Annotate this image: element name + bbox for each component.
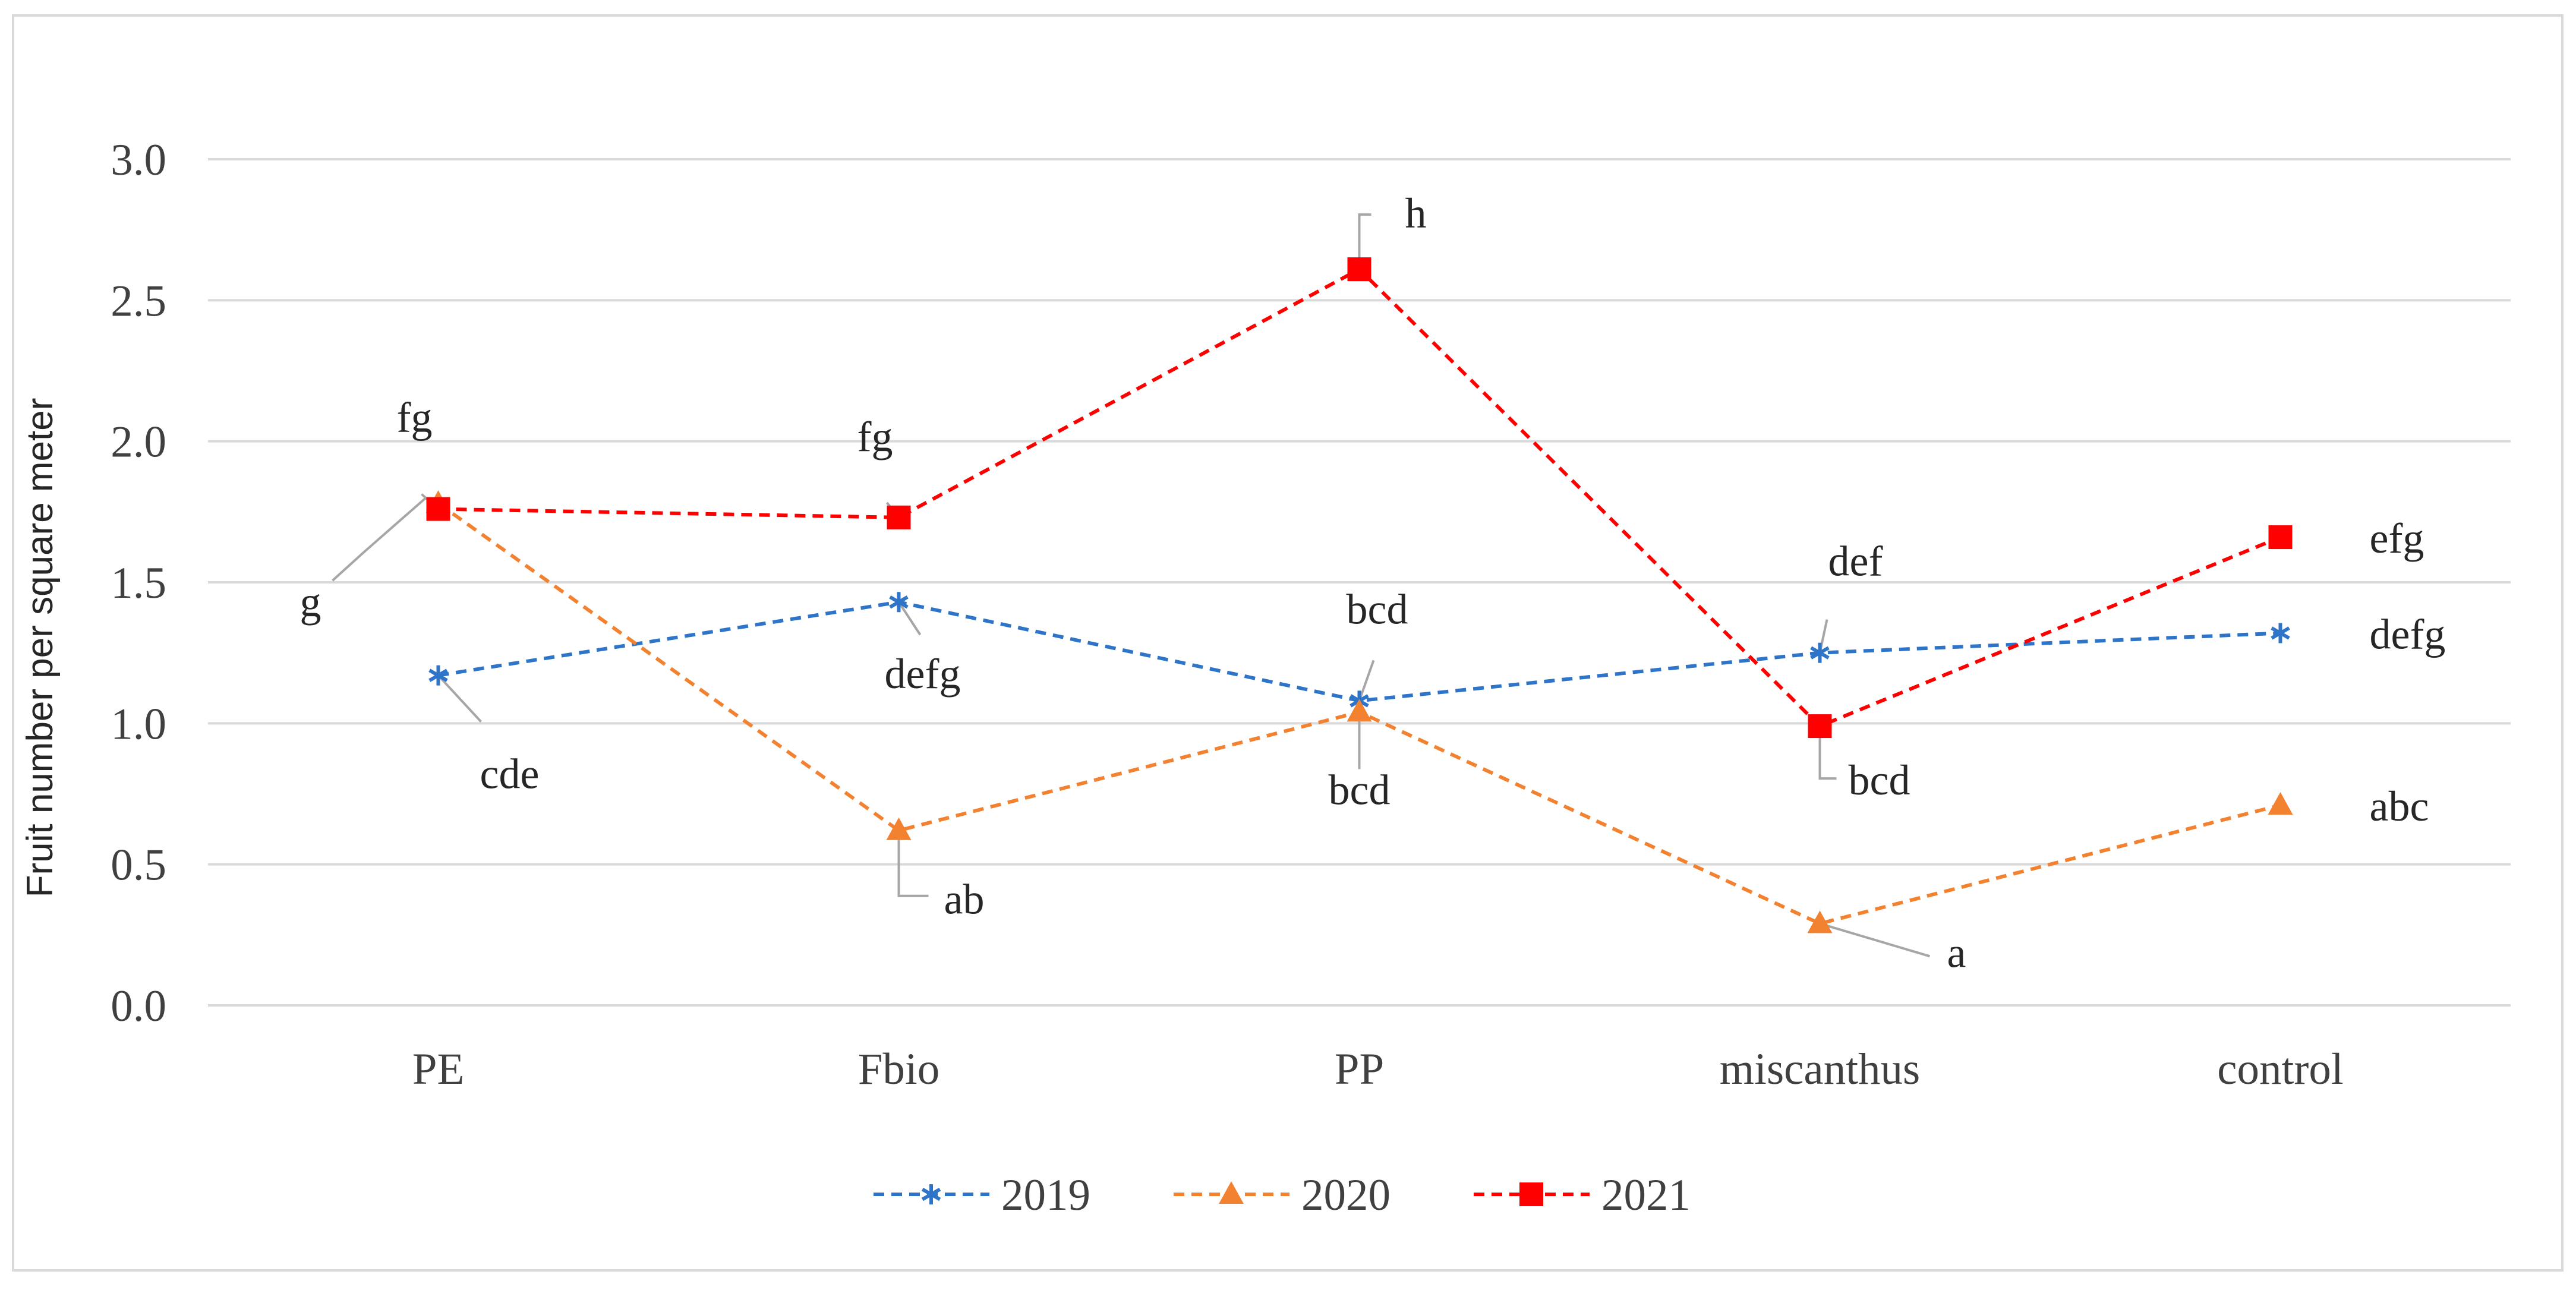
point-2021-0 bbox=[426, 497, 450, 521]
legend-marker-2020-shape bbox=[1219, 1181, 1244, 1204]
point-2020-3 bbox=[1807, 910, 1833, 933]
point-2020-4-shape bbox=[2268, 791, 2293, 815]
y-axis-title: Fruit number per square meter bbox=[20, 398, 61, 898]
annotation-leader-2020-3 bbox=[1819, 922, 1931, 958]
x-category-label-3: miscanthus bbox=[1720, 1045, 1920, 1094]
y-tick-label-3: 1.5 bbox=[111, 559, 166, 608]
point-2021-1-shape bbox=[887, 505, 911, 529]
point-2021-3-shape bbox=[1808, 714, 1832, 739]
point-2019-3-stroke-2 bbox=[1810, 646, 1830, 660]
y-tick-label-6: 3.0 bbox=[111, 135, 166, 185]
y-axis-ticks: 0.0 0.5 1.0 1.5 2.0 2.5 3.0 bbox=[111, 135, 166, 1031]
x-category-label-0: PE bbox=[412, 1045, 465, 1094]
annotation-2020-3: a bbox=[1947, 929, 1966, 976]
annotation-2019-3: def bbox=[1828, 538, 1883, 585]
annotation-2019-2: bcd bbox=[1347, 585, 1408, 633]
annotation-leader-2019-2 bbox=[1358, 660, 1375, 702]
annotation-2019-0: cde bbox=[480, 750, 540, 798]
point-2019-0-stroke-2 bbox=[428, 668, 448, 682]
legend-marker-2021-shape bbox=[1519, 1182, 1543, 1206]
point-2019-4-stroke-2 bbox=[2271, 626, 2290, 640]
x-category-label-4: control bbox=[2217, 1045, 2343, 1094]
annotation-leader-2019-0 bbox=[437, 674, 482, 723]
x-category-label-1: Fbio bbox=[858, 1045, 940, 1094]
point-2020-1 bbox=[886, 817, 912, 840]
legend-label-2020: 2020 bbox=[1301, 1171, 1391, 1220]
point-2021-4 bbox=[2268, 525, 2293, 550]
annotation-2021-3: bcd bbox=[1849, 756, 1910, 804]
annotation-leader-2020-1 bbox=[897, 830, 929, 897]
annotation-2019-1: defg bbox=[885, 650, 961, 698]
legend-item-2019: 2019 bbox=[874, 1171, 1090, 1220]
legend-item-2020: 2020 bbox=[1174, 1171, 1391, 1220]
legend-marker-2019-stroke-2 bbox=[921, 1187, 941, 1201]
legend-marker-2020 bbox=[1219, 1181, 1244, 1204]
x-category-label-2: PP bbox=[1335, 1045, 1384, 1094]
y-tick-label-2: 1.0 bbox=[111, 699, 166, 749]
data-annotations: cde defg bcd def defg g ab bcd a abc fg fg h bcd efg bbox=[300, 190, 2446, 976]
point-2021-4-shape bbox=[2268, 525, 2293, 550]
chart-border bbox=[12, 14, 2564, 1272]
y-tick-label-5: 2.5 bbox=[111, 276, 166, 326]
point-2020-2-shape bbox=[1347, 699, 1372, 722]
legend-item-2021: 2021 bbox=[1474, 1171, 1691, 1220]
point-2019-4 bbox=[2271, 623, 2290, 644]
point-2021-2 bbox=[1347, 257, 1371, 282]
annotation-leader-2021-2 bbox=[1358, 213, 1371, 270]
point-2019-0 bbox=[428, 665, 448, 686]
point-2021-2-shape bbox=[1347, 257, 1371, 282]
point-2020-1-shape bbox=[886, 817, 912, 840]
point-2020-3-shape bbox=[1807, 910, 1833, 933]
point-2021-3 bbox=[1808, 714, 1832, 739]
point-2021-0-shape bbox=[426, 497, 450, 521]
legend-label-2019: 2019 bbox=[1001, 1171, 1090, 1220]
point-2020-4 bbox=[2268, 791, 2293, 815]
annotation-2020-4: abc bbox=[2370, 783, 2429, 830]
annotation-2019-4: defg bbox=[2370, 610, 2446, 658]
series-lines bbox=[425, 257, 2293, 933]
legend: 2019 2020 2021 bbox=[874, 1171, 1691, 1220]
annotation-2020-1: ab bbox=[944, 876, 985, 923]
legend-marker-2021 bbox=[1519, 1182, 1543, 1206]
series-2021 bbox=[426, 257, 2293, 739]
annotation-2021-0: fg bbox=[397, 394, 433, 441]
y-tick-label-4: 2.0 bbox=[111, 418, 166, 467]
point-2019-1-stroke-2 bbox=[889, 595, 909, 609]
point-2020-2 bbox=[1347, 699, 1372, 722]
annotation-2020-2: bcd bbox=[1329, 766, 1391, 813]
annotation-2021-4: efg bbox=[2370, 515, 2424, 562]
annotation-leader-2019-1 bbox=[897, 601, 922, 636]
point-2019-3 bbox=[1810, 642, 1830, 663]
annotation-leader-2021-3 bbox=[1818, 726, 1837, 780]
legend-marker-2019 bbox=[921, 1184, 941, 1204]
annotation-2021-1: fg bbox=[857, 413, 893, 461]
annotation-leader-2020-0 bbox=[332, 496, 427, 582]
y-tick-label-0: 0.0 bbox=[111, 982, 166, 1031]
annotation-2021-2: h bbox=[1405, 190, 1427, 237]
point-2019-1 bbox=[889, 592, 909, 613]
legend-label-2021: 2021 bbox=[1601, 1171, 1691, 1220]
annotation-2020-0: g bbox=[300, 578, 321, 626]
y-tick-label-1: 0.5 bbox=[111, 841, 166, 890]
point-2021-1 bbox=[887, 505, 911, 529]
x-axis-categories: PE Fbio PP miscanthus control bbox=[412, 1045, 2344, 1094]
